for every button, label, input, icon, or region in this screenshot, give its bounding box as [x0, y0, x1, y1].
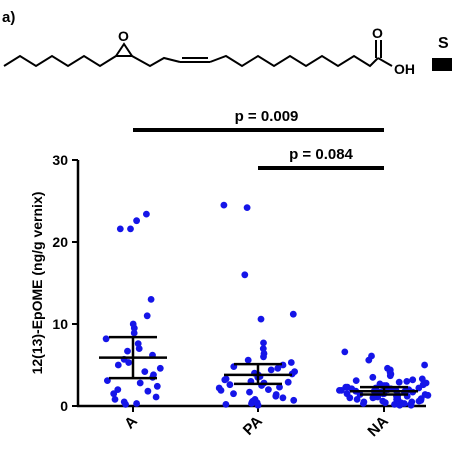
p-value-label: p = 0.084 [289, 146, 353, 163]
median-iqr-bars [99, 335, 418, 396]
data-point [156, 364, 164, 372]
data-point [341, 348, 349, 356]
data-point [284, 378, 292, 386]
data-point [338, 387, 345, 394]
data-point [279, 394, 287, 402]
y-tick-label: 20 [52, 234, 68, 250]
data-point [257, 315, 265, 323]
data-point [290, 396, 298, 404]
data-point [152, 393, 160, 401]
data-point [415, 384, 423, 392]
y-tick-label: 0 [60, 398, 68, 414]
hydroxyl-group: OH [394, 61, 415, 77]
data-point [133, 400, 141, 407]
alkyl-chain-left [3, 54, 117, 68]
data-point [272, 392, 280, 400]
data-point [130, 324, 138, 332]
data-point [289, 310, 297, 318]
data-point [381, 399, 389, 407]
data-point [217, 387, 225, 394]
hydroxyl-bond [377, 57, 393, 67]
data-point [147, 296, 155, 303]
data-point [409, 376, 417, 384]
x-tick-label: PA [240, 413, 266, 439]
cut-off-legend-swatch [432, 58, 452, 71]
data-point [124, 347, 131, 355]
panel-label: a) [2, 9, 15, 26]
data-point [267, 366, 275, 374]
data-point [153, 382, 161, 390]
data-point [360, 400, 367, 407]
data-point [276, 383, 283, 391]
data-point [243, 204, 251, 212]
y-tick-label: 30 [52, 152, 68, 168]
data-point [130, 329, 138, 337]
y-axis-label: 12(13)-EpOME (ng/g vernix) [29, 192, 45, 375]
chain-to-double-bond [131, 55, 181, 68]
data-point [241, 271, 249, 279]
data-point [127, 225, 134, 233]
data-point [230, 390, 237, 398]
data-point [403, 378, 411, 385]
data-point [346, 394, 354, 402]
data-point [391, 401, 398, 408]
data-point [226, 381, 234, 389]
data-point [222, 401, 230, 408]
p-value-label: p = 0.009 [235, 108, 299, 125]
cut-off-text: S [438, 35, 449, 52]
data-point [244, 356, 252, 364]
data-point [369, 394, 377, 402]
epoxide-oxygen: O [118, 28, 129, 44]
data-point [421, 361, 428, 369]
data-point [365, 356, 373, 364]
data-point [260, 339, 267, 347]
data-point [221, 376, 229, 384]
data-point [265, 386, 272, 393]
data-point [246, 388, 253, 396]
x-tick-label: NA [364, 413, 391, 440]
data-point [386, 372, 394, 380]
y-tick-label: 10 [52, 316, 68, 332]
molecule-structure [3, 40, 393, 68]
data-point [136, 379, 144, 387]
data-point [114, 361, 122, 369]
data-point [395, 378, 403, 386]
x-tick-label: A [121, 413, 141, 433]
data-point [116, 225, 124, 233]
data-point [143, 312, 151, 320]
data-point [253, 399, 261, 407]
data-point [415, 397, 423, 405]
data-point [144, 387, 152, 395]
carbonyl-oxygen: O [372, 25, 383, 41]
data-point [135, 345, 143, 352]
data-point [260, 353, 267, 361]
data-point [143, 210, 150, 218]
data-point [407, 401, 415, 409]
alkyl-chain-right [209, 54, 379, 68]
data-point [102, 335, 110, 343]
data-point [353, 396, 361, 403]
data-point [287, 359, 295, 366]
data-point [396, 401, 404, 409]
data-point [110, 390, 118, 398]
significance-bars: p = 0.009 p = 0.084 [133, 108, 384, 170]
data-point [111, 396, 119, 403]
data-point [141, 368, 149, 375]
data-point [122, 401, 129, 408]
data-point [220, 201, 228, 209]
data-point [352, 377, 360, 384]
data-point [125, 359, 133, 366]
data-point [274, 364, 282, 372]
data-point [248, 400, 255, 407]
data-point [133, 217, 141, 225]
data-point [369, 373, 377, 381]
epoxide-ring [115, 42, 134, 57]
data-point [424, 391, 432, 399]
